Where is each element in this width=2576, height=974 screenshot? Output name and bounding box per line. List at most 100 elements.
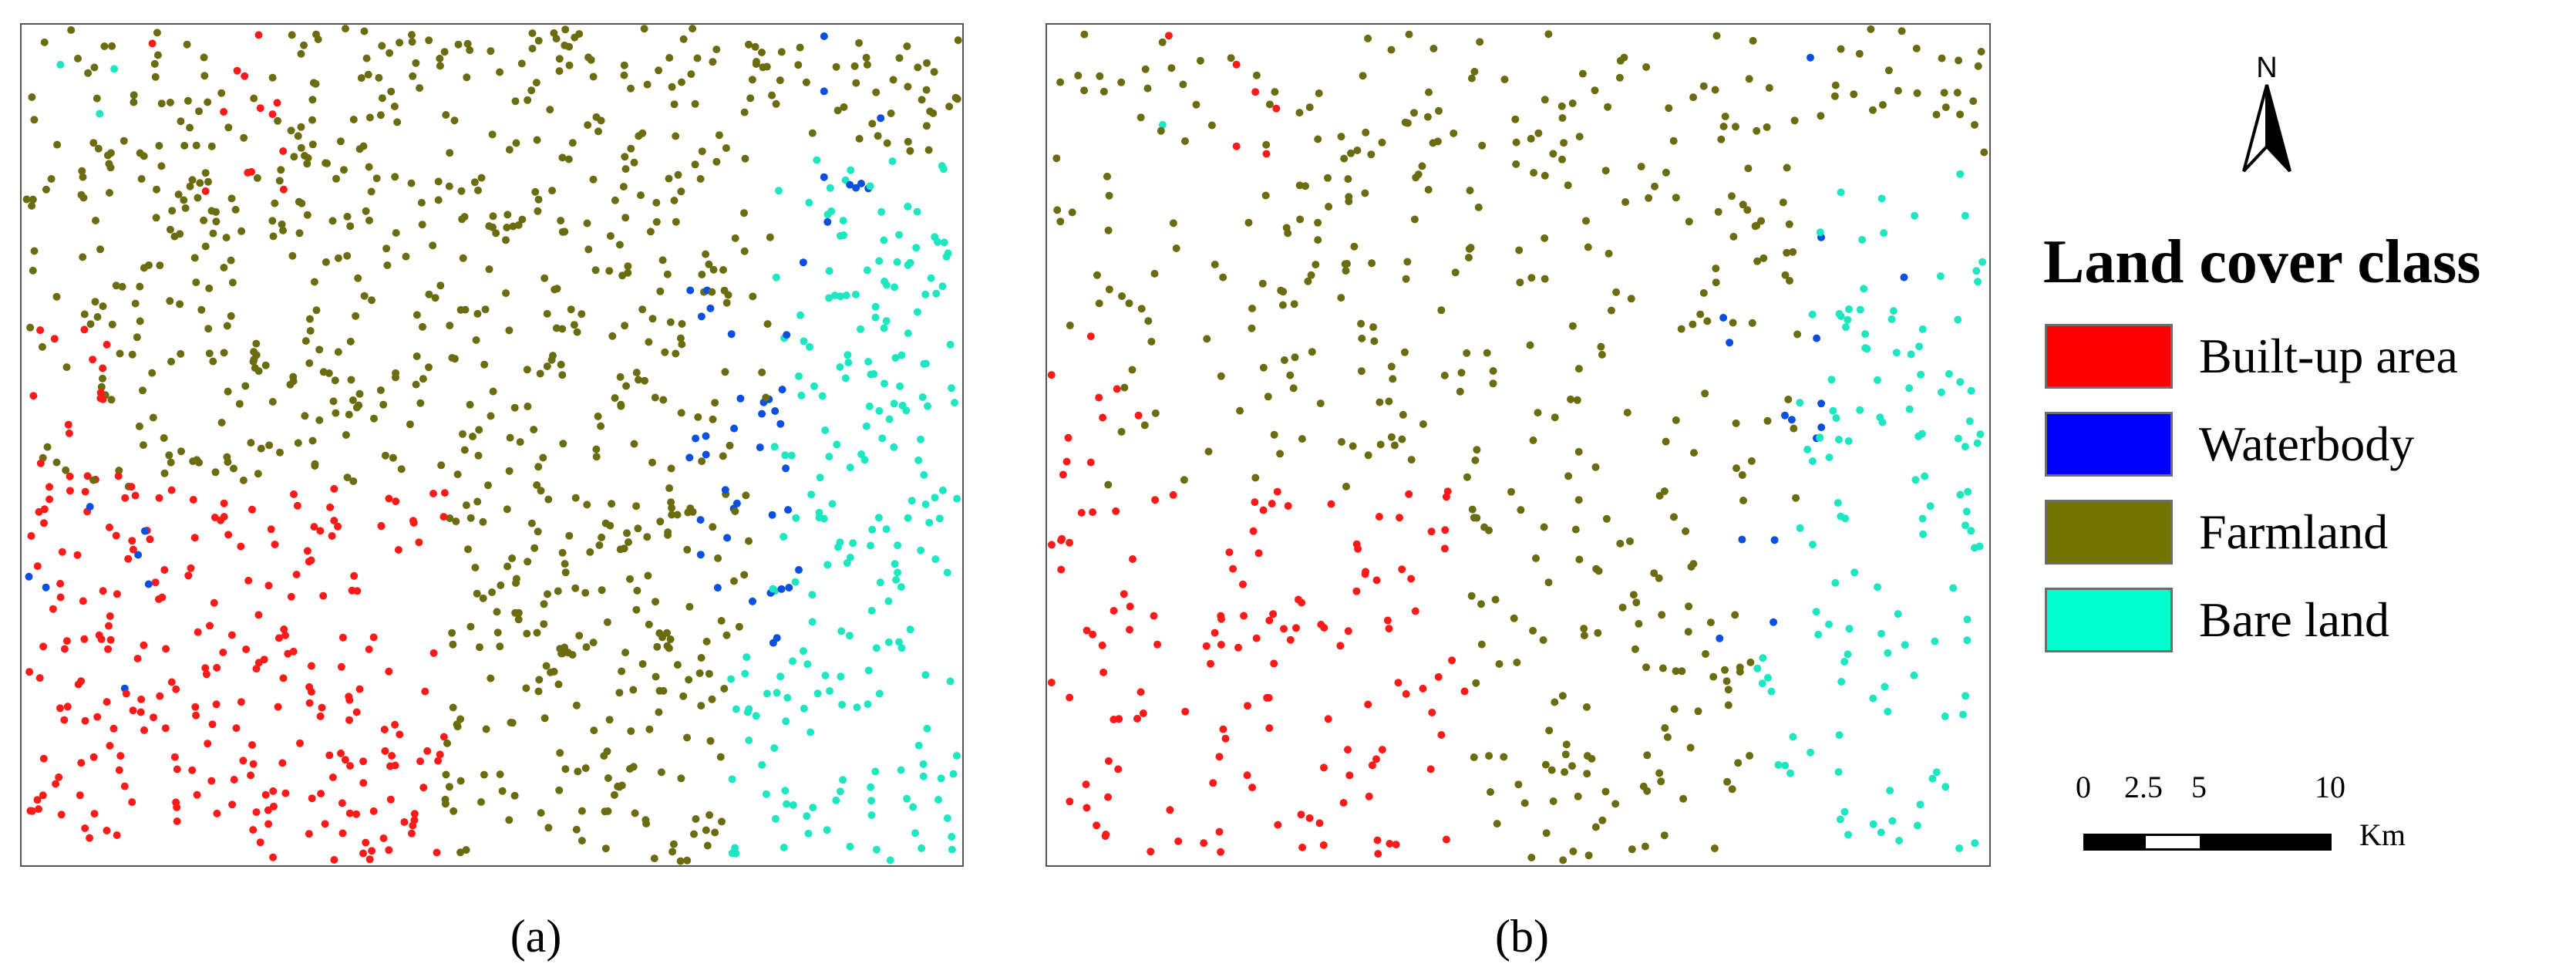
sample-point [300, 41, 308, 49]
sample-point [589, 175, 598, 184]
sample-point [1689, 320, 1697, 329]
sample-point [849, 539, 857, 548]
sample-point [1353, 147, 1362, 154]
sample-point [1568, 99, 1577, 107]
sample-point [1774, 760, 1783, 769]
sample-point [781, 451, 790, 460]
sample-point [1670, 705, 1679, 713]
sample-point [308, 794, 316, 803]
legend-label-built-up: Built-up area [2199, 329, 2458, 383]
sample-point [914, 456, 923, 464]
sample-point [603, 618, 611, 626]
sample-point [254, 31, 263, 39]
sample-point [890, 443, 898, 451]
sample-point [311, 460, 319, 468]
sample-point [623, 529, 631, 538]
sample-point [385, 846, 393, 854]
sample-point [904, 202, 912, 211]
sample-point [1448, 656, 1456, 665]
sample-point [220, 349, 228, 357]
sample-point [412, 59, 420, 67]
sample-point [1286, 635, 1295, 644]
sample-point [249, 357, 258, 366]
sample-point [1219, 725, 1227, 733]
sample-point [1516, 278, 1524, 287]
sample-point [337, 662, 345, 671]
sample-point [1261, 191, 1270, 200]
sample-point [1344, 746, 1352, 754]
sample-point [577, 837, 586, 845]
sample-point [1746, 752, 1754, 760]
sample-point [1685, 217, 1693, 226]
sample-point [457, 187, 466, 195]
sample-point [1937, 388, 1945, 396]
sample-point [1558, 114, 1567, 122]
sample-point [91, 298, 99, 306]
sample-point [1343, 260, 1351, 268]
sample-point [1468, 505, 1477, 514]
sample-point [200, 53, 208, 62]
sample-point [931, 555, 940, 564]
sample-point [703, 841, 712, 850]
sample-point [1911, 211, 1919, 220]
sample-point [456, 848, 465, 857]
sample-point [1440, 371, 1449, 379]
sample-point [589, 72, 598, 81]
sample-point [1426, 765, 1435, 773]
sample-point [332, 174, 340, 183]
sample-point [565, 61, 574, 69]
sample-point [919, 772, 928, 780]
sample-point [524, 403, 532, 410]
sample-point [177, 349, 185, 358]
sample-point [632, 369, 641, 377]
sample-point [224, 531, 233, 539]
sample-point [155, 142, 163, 150]
sample-point [1963, 615, 1972, 624]
sample-point [1551, 698, 1559, 706]
sample-point [810, 382, 818, 390]
sample-point [1104, 793, 1113, 801]
sample-point [437, 461, 446, 470]
sample-point [136, 149, 144, 157]
sample-point [50, 335, 59, 343]
sample-point [685, 453, 694, 462]
sample-point [220, 108, 228, 116]
sample-point [1460, 687, 1469, 696]
sample-point [1938, 54, 1946, 62]
sample-point [608, 500, 616, 508]
sample-point [350, 571, 359, 580]
sample-point [362, 207, 370, 215]
sample-point [43, 443, 52, 451]
sample-point [425, 290, 433, 298]
sample-point [582, 643, 591, 652]
sample-point [1858, 235, 1867, 244]
sample-point [605, 716, 614, 724]
sample-point [80, 310, 89, 318]
sample-point [1056, 78, 1065, 86]
sample-point [151, 72, 160, 81]
sample-point [1547, 766, 1556, 774]
sample-point [120, 782, 129, 790]
sample-point [931, 494, 939, 502]
sample-point [376, 386, 385, 394]
sample-point [615, 241, 624, 249]
sample-point [310, 278, 318, 286]
sample-point [696, 516, 705, 524]
sample-point [1243, 771, 1251, 780]
sample-point [867, 797, 875, 805]
sample-point [186, 123, 194, 132]
sample-point [524, 558, 532, 566]
sample-point [762, 393, 770, 402]
sample-point [1361, 189, 1369, 197]
sample-point [619, 183, 628, 191]
sample-point [722, 298, 731, 307]
sample-point [74, 680, 82, 689]
sample-point [860, 456, 869, 464]
sample-point [1066, 538, 1074, 547]
sample-point [630, 158, 638, 167]
sample-point [89, 753, 98, 761]
sample-point [308, 96, 317, 104]
sample-point [301, 337, 310, 345]
sample-point [722, 144, 730, 152]
sample-point [251, 364, 259, 372]
